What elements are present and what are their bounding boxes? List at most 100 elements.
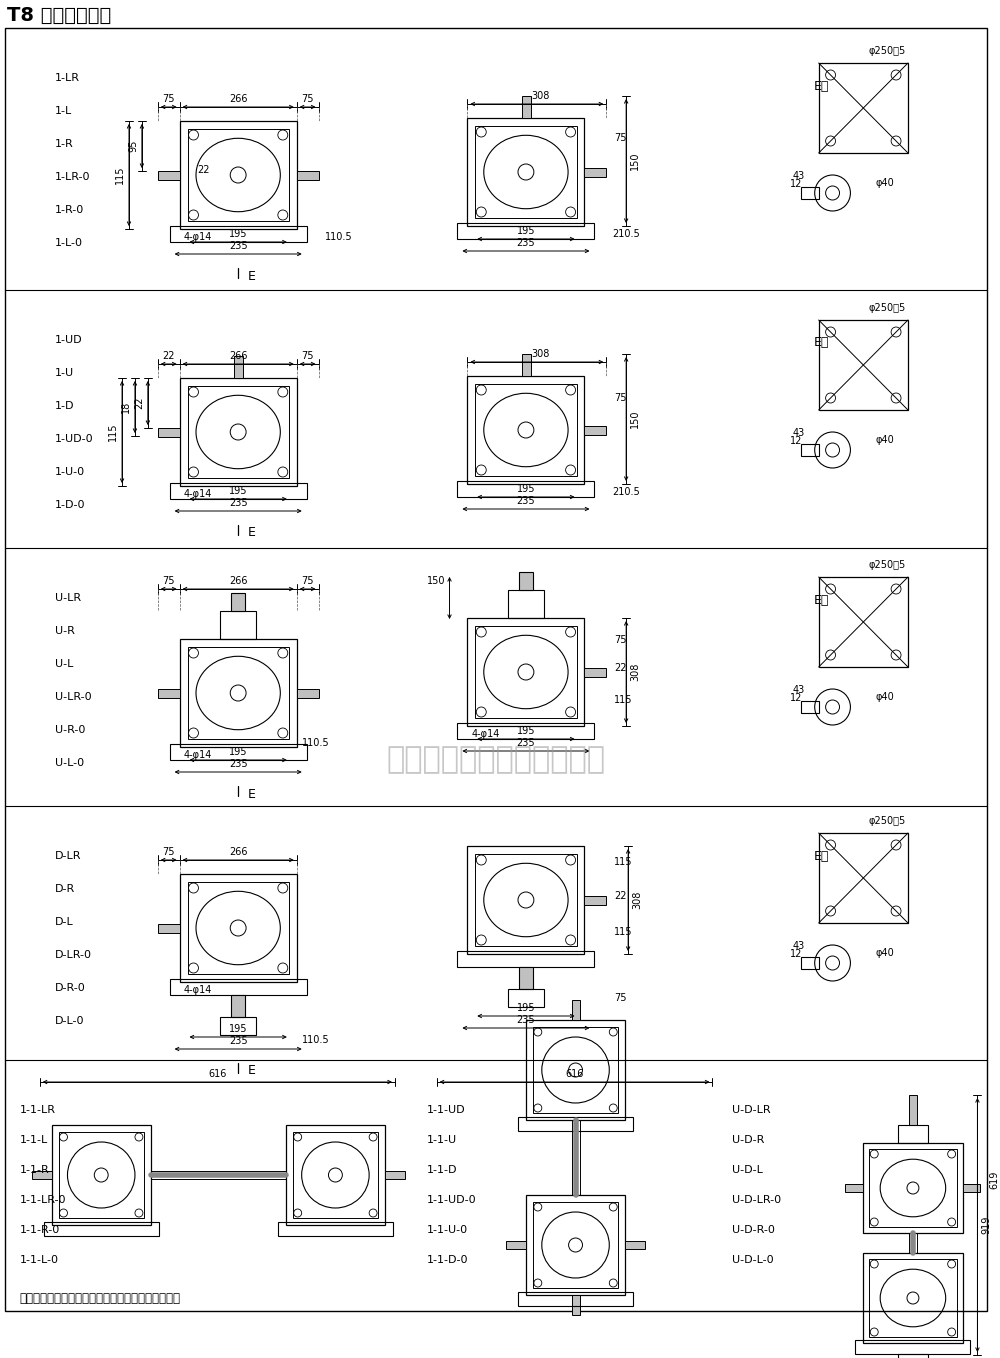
Text: 115: 115	[614, 928, 633, 937]
Text: D-L-0: D-L-0	[55, 1016, 84, 1027]
Bar	[180, 875, 297, 982]
Bar	[863, 1143, 963, 1233]
Bar	[278, 1222, 393, 1236]
Text: 1-1-R: 1-1-R	[20, 1165, 50, 1175]
Text: 75: 75	[301, 576, 314, 587]
Bar	[508, 589, 544, 618]
Text: 75: 75	[162, 847, 175, 857]
Text: E: E	[248, 788, 256, 800]
Bar	[572, 999, 580, 1020]
Text: 43: 43	[793, 941, 805, 951]
Bar	[519, 572, 533, 589]
Text: E: E	[248, 1065, 256, 1077]
Text: 注：以上箱体均为通用件，安装尺寸均可互相参照。: 注：以上箱体均为通用件，安装尺寸均可互相参照。	[20, 1291, 181, 1305]
Text: 266: 266	[229, 847, 247, 857]
Bar	[44, 1222, 159, 1236]
Text: 75: 75	[162, 94, 175, 105]
Bar	[475, 854, 577, 947]
Text: 4-φ14: 4-φ14	[184, 232, 212, 242]
Text: 1-L: 1-L	[55, 106, 72, 115]
Text: 1-LR-0: 1-LR-0	[55, 172, 90, 182]
Bar	[898, 1354, 928, 1358]
Text: φ40: φ40	[875, 693, 894, 702]
Text: 210.5: 210.5	[612, 488, 640, 497]
Text: 43: 43	[793, 171, 805, 181]
Bar	[170, 744, 307, 760]
Bar	[506, 1241, 526, 1249]
Text: 1-1-R-0: 1-1-R-0	[20, 1225, 60, 1234]
Bar	[220, 611, 256, 640]
Text: E: E	[248, 269, 256, 282]
Text: 1-UD-0: 1-UD-0	[55, 435, 93, 444]
Bar	[584, 426, 606, 435]
Text: 266: 266	[229, 576, 247, 587]
Bar	[909, 1095, 917, 1124]
Text: 1-R-0: 1-R-0	[55, 205, 84, 215]
Bar	[869, 1149, 957, 1228]
Text: 1-D-0: 1-D-0	[55, 500, 85, 511]
Text: φ40: φ40	[875, 178, 894, 187]
Text: φ250深5: φ250深5	[868, 816, 906, 826]
Bar	[845, 1184, 863, 1192]
Text: 919: 919	[981, 1215, 991, 1234]
Text: E: E	[248, 527, 256, 539]
Text: U-D-R-0: U-D-R-0	[732, 1225, 775, 1234]
Text: 1-LR: 1-LR	[55, 73, 80, 83]
Text: D-LR-0: D-LR-0	[55, 951, 92, 960]
Text: U-D-LR: U-D-LR	[732, 1105, 771, 1115]
Text: 150: 150	[630, 152, 640, 170]
Text: 4-φ14: 4-φ14	[184, 985, 212, 995]
Text: φ250深5: φ250深5	[868, 303, 906, 312]
Text: 1-1-LR: 1-1-LR	[20, 1105, 56, 1115]
Text: 1-1-U-0: 1-1-U-0	[427, 1225, 468, 1234]
Text: 75: 75	[614, 392, 627, 403]
Text: 150: 150	[427, 576, 446, 587]
Text: D-R: D-R	[55, 884, 75, 894]
Text: 308: 308	[630, 663, 640, 682]
Text: 266: 266	[229, 350, 247, 361]
Bar	[467, 118, 584, 225]
Text: 4-φ14: 4-φ14	[184, 750, 212, 760]
Bar	[869, 1259, 957, 1338]
Text: 1-1-L: 1-1-L	[20, 1135, 48, 1145]
Text: U-D-L-0: U-D-L-0	[732, 1255, 774, 1266]
Text: 115: 115	[108, 422, 118, 441]
Text: 1-U: 1-U	[55, 368, 74, 378]
Text: 1-1-D-0: 1-1-D-0	[427, 1255, 468, 1266]
Bar	[801, 444, 819, 456]
Bar	[533, 1202, 618, 1287]
Text: 95: 95	[128, 140, 138, 152]
Text: 75: 75	[614, 133, 627, 143]
Bar	[475, 626, 577, 718]
Text: 75: 75	[162, 576, 175, 587]
Bar	[526, 1020, 625, 1120]
Text: φ40: φ40	[875, 435, 894, 445]
Bar	[188, 646, 289, 739]
Bar	[584, 896, 606, 904]
Text: 22: 22	[614, 663, 627, 674]
Bar	[457, 951, 594, 967]
Bar	[52, 1124, 151, 1225]
Bar	[572, 1296, 580, 1315]
Bar	[188, 129, 289, 221]
Text: 4-φ14: 4-φ14	[184, 489, 212, 498]
Bar	[522, 354, 531, 376]
Text: 22: 22	[134, 397, 144, 409]
Bar	[297, 689, 319, 698]
Bar	[180, 640, 297, 747]
Text: 43: 43	[793, 684, 805, 695]
Bar	[863, 1253, 963, 1343]
Text: 12: 12	[790, 949, 802, 959]
Text: U-D-LR-0: U-D-LR-0	[732, 1195, 781, 1205]
Text: 195: 195	[517, 1004, 535, 1013]
Text: T8 外型安装尺寸: T8 外型安装尺寸	[7, 5, 111, 24]
Text: U-L: U-L	[55, 659, 73, 669]
Text: 235: 235	[229, 1036, 247, 1046]
Text: 110.5: 110.5	[302, 737, 329, 748]
Bar	[170, 979, 307, 995]
Text: E向: E向	[814, 593, 829, 607]
Text: 308: 308	[532, 349, 550, 359]
Bar	[158, 923, 180, 933]
Bar	[467, 376, 584, 483]
Text: 308: 308	[532, 91, 550, 100]
